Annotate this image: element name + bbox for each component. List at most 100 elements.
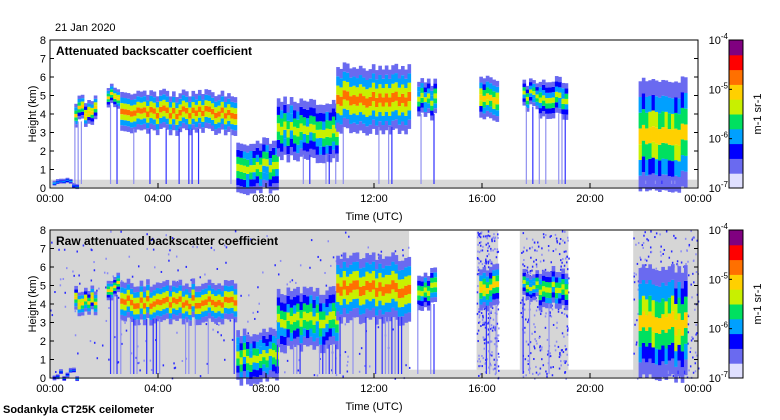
noise-dot xyxy=(692,356,694,359)
noise-dot xyxy=(78,274,80,277)
backscatter-cell xyxy=(123,103,128,110)
backscatter-cell xyxy=(430,297,434,303)
backscatter-cell xyxy=(667,97,672,114)
noise-dot xyxy=(295,281,297,284)
backscatter-cell xyxy=(423,82,428,88)
backscatter-cell xyxy=(178,296,183,302)
backscatter-cell xyxy=(495,104,500,111)
backscatter-cell xyxy=(479,100,483,106)
backscatter-cell xyxy=(230,285,234,292)
backscatter-cell xyxy=(87,103,91,107)
noise-dot xyxy=(642,241,645,244)
backscatter-cell xyxy=(331,302,336,312)
backscatter-cell xyxy=(139,124,144,131)
noise-dot xyxy=(696,332,698,335)
backscatter-cell xyxy=(554,277,559,283)
backscatter-cell xyxy=(433,272,438,278)
backscatter-cell xyxy=(149,319,153,326)
noise-dot xyxy=(650,230,652,233)
backscatter-cell xyxy=(230,129,234,136)
backscatter-cell xyxy=(535,94,540,99)
backscatter-cell xyxy=(680,155,685,171)
backscatter-cell xyxy=(255,154,260,162)
backscatter-cell xyxy=(116,286,121,290)
backscatter-cell xyxy=(87,307,91,312)
backscatter-cell xyxy=(204,122,209,129)
backscatter-cell xyxy=(378,84,382,94)
backscatter-cell xyxy=(394,110,399,120)
noise-dot xyxy=(479,373,482,376)
backscatter-cell xyxy=(84,291,88,295)
backscatter-cell xyxy=(159,106,163,113)
backscatter-cell xyxy=(485,293,490,300)
backscatter-cell xyxy=(492,287,496,294)
backscatter-cell xyxy=(495,275,500,282)
backscatter-cell xyxy=(349,264,353,275)
noise-dot xyxy=(660,260,662,263)
backscatter-cell xyxy=(482,101,487,108)
noise-dot xyxy=(688,243,691,246)
backscatter-cell xyxy=(188,113,192,119)
noise-dot xyxy=(476,273,479,276)
noise-dot xyxy=(73,274,75,277)
backscatter-cell xyxy=(283,336,287,346)
backscatter-cell xyxy=(674,160,678,176)
backscatter-cell xyxy=(342,252,347,262)
backscatter-cell xyxy=(283,113,287,122)
y-tick-label: 0 xyxy=(40,373,46,385)
noise-dot xyxy=(496,359,498,362)
backscatter-cell xyxy=(535,284,540,289)
backscatter-cell xyxy=(318,121,323,130)
noise-dot xyxy=(319,259,322,262)
precip-streak xyxy=(485,305,487,374)
noise-dot xyxy=(567,236,569,239)
noise-dot xyxy=(539,372,541,375)
backscatter-cell xyxy=(286,337,291,346)
backscatter-cell xyxy=(325,103,330,112)
backscatter-cell xyxy=(59,370,63,373)
backscatter-cell xyxy=(268,172,273,180)
backscatter-cell xyxy=(391,74,395,84)
backscatter-cell xyxy=(302,303,307,312)
backscatter-cell xyxy=(388,265,392,275)
precip-streak xyxy=(322,344,324,374)
noise-dot xyxy=(185,357,188,360)
backscatter-cell xyxy=(194,110,199,117)
backscatter-cell xyxy=(120,119,124,126)
backscatter-cell xyxy=(407,101,412,111)
backscatter-cell xyxy=(165,291,170,297)
backscatter-cell xyxy=(551,276,556,282)
backscatter-cell xyxy=(651,110,656,127)
noise-dot xyxy=(550,234,552,237)
noise-dot xyxy=(545,370,547,373)
backscatter-cell xyxy=(368,96,373,107)
noise-dot xyxy=(479,310,481,313)
backscatter-cell xyxy=(541,296,546,302)
noise-dot xyxy=(690,283,692,286)
noise-dot xyxy=(477,340,479,343)
precip-streak xyxy=(558,114,560,184)
noise-dot xyxy=(636,319,638,322)
backscatter-cell xyxy=(391,280,395,290)
backscatter-cell xyxy=(558,108,562,114)
backscatter-cell xyxy=(352,113,357,123)
backscatter-cell xyxy=(342,280,347,290)
x-tick-label: 08:00 xyxy=(252,383,280,395)
noise-dot xyxy=(554,233,557,236)
backscatter-cell xyxy=(165,285,170,292)
backscatter-cell xyxy=(532,80,536,84)
backscatter-cell xyxy=(648,80,652,96)
noise-dot xyxy=(93,261,95,264)
noise-dot xyxy=(534,330,536,333)
backscatter-cell xyxy=(233,289,238,295)
backscatter-cell xyxy=(680,304,685,320)
backscatter-cell xyxy=(214,129,218,135)
backscatter-cell xyxy=(538,92,543,98)
backscatter-cell xyxy=(677,266,682,282)
noise-dot xyxy=(491,262,493,265)
backscatter-cell xyxy=(68,370,73,373)
backscatter-cell xyxy=(68,371,73,373)
backscatter-cell xyxy=(185,283,189,290)
backscatter-cell xyxy=(77,112,82,116)
backscatter-cell xyxy=(381,78,386,89)
